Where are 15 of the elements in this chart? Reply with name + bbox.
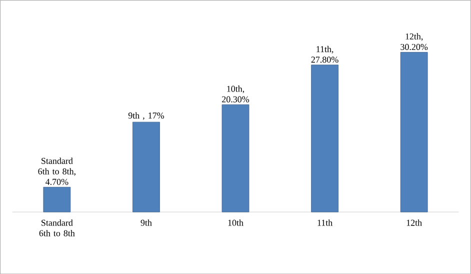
bar <box>222 104 250 212</box>
x-tick-label: 9th <box>140 219 152 226</box>
data-label: 10th, 20.30% <box>222 85 250 102</box>
x-tick-label: 10th <box>228 219 244 226</box>
bar <box>132 122 160 212</box>
x-tick-label: Standard 6th to 8th <box>39 219 75 236</box>
data-label: 11th, 27.80% <box>311 46 338 63</box>
data-label: 9th , 17% <box>128 112 164 120</box>
x-tick-label: 11th <box>318 219 332 226</box>
bar <box>311 64 338 212</box>
bar <box>43 186 71 212</box>
data-label: 12th, 30.20% <box>400 33 428 50</box>
x-tick-label: 12th <box>406 219 422 226</box>
data-label: Standard 6th to 8th, 4.70% <box>38 158 76 185</box>
bar <box>400 52 428 212</box>
